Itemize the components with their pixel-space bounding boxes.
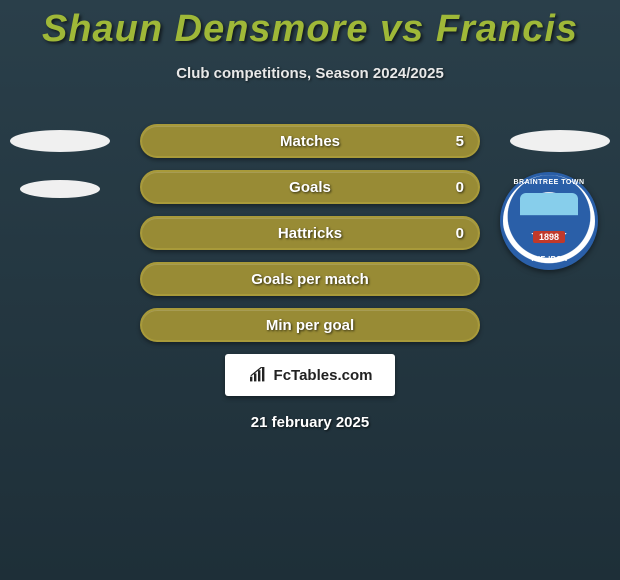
stat-label: Hattricks bbox=[278, 225, 342, 242]
stat-value-right: 0 bbox=[456, 225, 464, 242]
crest-top-text: BRAINTREE TOWN bbox=[513, 179, 584, 186]
stat-label: Matches bbox=[280, 133, 340, 150]
stat-row-matches: Matches 5 bbox=[140, 124, 480, 158]
stat-label: Goals per match bbox=[251, 271, 369, 288]
ellipse-placeholder bbox=[510, 130, 610, 152]
player-badge-left bbox=[5, 120, 115, 230]
crest-year: 1898 bbox=[533, 231, 565, 243]
stat-value-right: 5 bbox=[456, 133, 464, 150]
stat-row-goals-per-match: Goals per match bbox=[140, 262, 480, 296]
page-title: Shaun Densmore vs Francis bbox=[0, 0, 620, 51]
stat-row-goals: Goals 0 bbox=[140, 170, 480, 204]
watermark-text: FcTables.com bbox=[274, 367, 373, 384]
stat-row-min-per-goal: Min per goal bbox=[140, 308, 480, 342]
ellipse-placeholder bbox=[10, 130, 110, 152]
date-text: 21 february 2025 bbox=[0, 414, 620, 431]
stat-row-hattricks: Hattricks 0 bbox=[140, 216, 480, 250]
crest-scene bbox=[520, 193, 578, 233]
club-crest: BRAINTREE TOWN 1898 THE IRON bbox=[500, 172, 598, 270]
watermark: FcTables.com bbox=[225, 354, 395, 396]
subtitle: Club competitions, Season 2024/2025 bbox=[0, 65, 620, 82]
stat-value-right: 0 bbox=[456, 179, 464, 196]
chart-icon bbox=[248, 367, 268, 383]
stat-label: Goals bbox=[289, 179, 331, 196]
ellipse-placeholder bbox=[20, 180, 100, 198]
crest-bottom-text: THE IRON bbox=[530, 256, 567, 263]
stats-container: Matches 5 Goals 0 Hattricks 0 Goals per … bbox=[140, 124, 480, 342]
stat-label: Min per goal bbox=[266, 317, 354, 334]
